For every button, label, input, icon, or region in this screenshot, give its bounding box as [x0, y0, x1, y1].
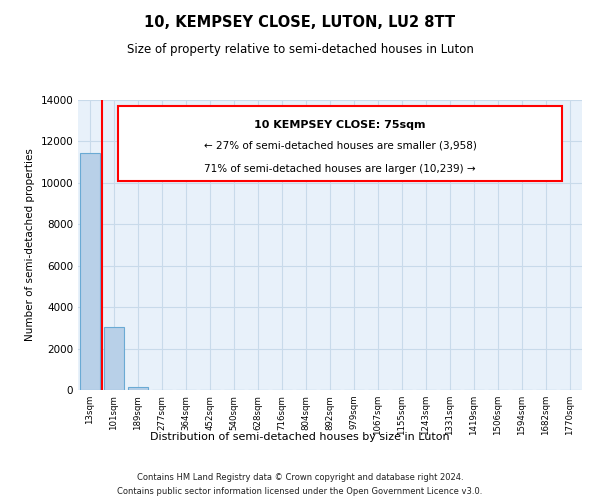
Bar [104, 327, 124, 390]
Y-axis label: Number of semi-detached properties: Number of semi-detached properties [25, 148, 35, 342]
Text: 10, KEMPSEY CLOSE, LUTON, LU2 8TT: 10, KEMPSEY CLOSE, LUTON, LU2 8TT [145, 15, 455, 30]
Text: Size of property relative to semi-detached houses in Luton: Size of property relative to semi-detach… [127, 42, 473, 56]
Text: 10 KEMPSEY CLOSE: 75sqm: 10 KEMPSEY CLOSE: 75sqm [254, 120, 426, 130]
Bar [128, 388, 148, 390]
Text: 71% of semi-detached houses are larger (10,239) →: 71% of semi-detached houses are larger (… [204, 164, 476, 174]
Text: ← 27% of semi-detached houses are smaller (3,958): ← 27% of semi-detached houses are smalle… [203, 140, 476, 150]
Bar [80, 153, 100, 390]
Text: Contains public sector information licensed under the Open Government Licence v3: Contains public sector information licen… [118, 488, 482, 496]
Text: Contains HM Land Registry data © Crown copyright and database right 2024.: Contains HM Land Registry data © Crown c… [137, 472, 463, 482]
Text: Distribution of semi-detached houses by size in Luton: Distribution of semi-detached houses by … [150, 432, 450, 442]
FancyBboxPatch shape [118, 106, 562, 181]
